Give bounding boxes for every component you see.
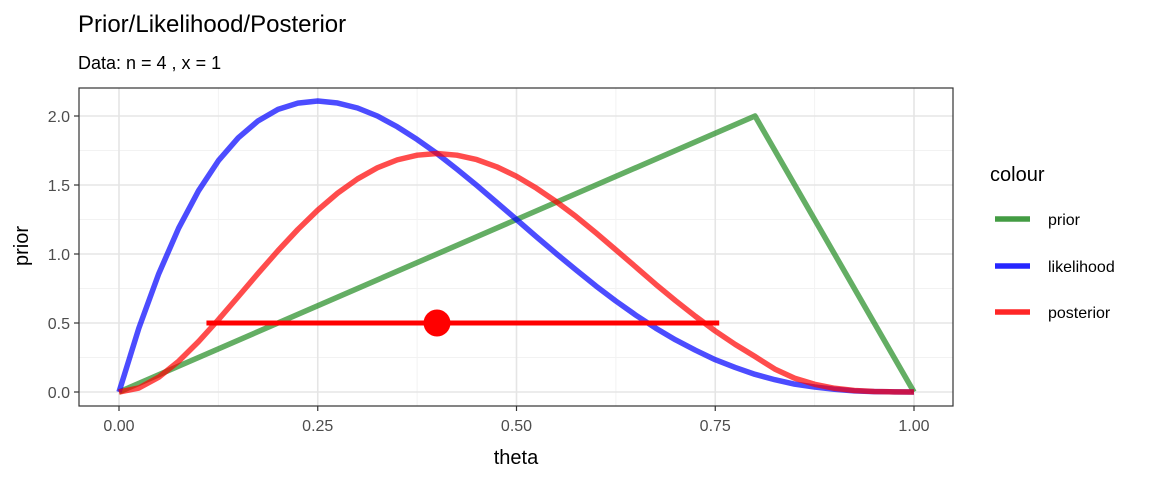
x-tick-label: 0.50 <box>501 418 532 435</box>
point-estimate <box>423 309 451 337</box>
y-tick-label: 0.0 <box>48 385 70 402</box>
legend-title: colour <box>990 164 1045 186</box>
x-axis-label: theta <box>494 447 539 469</box>
x-tick-label: 1.00 <box>898 418 929 435</box>
x-tick-label: 0.25 <box>302 418 333 435</box>
y-tick-label: 0.5 <box>48 316 70 333</box>
y-tick-label: 1.5 <box>48 178 70 195</box>
chart-title: Prior/Likelihood/Posterior <box>78 11 346 38</box>
legend-label-likelihood: likelihood <box>1048 259 1115 276</box>
chart-subtitle: Data: n = 4 , x = 1 <box>78 53 221 73</box>
legend: colour prior likelihood posterior <box>990 164 1115 322</box>
legend-label-posterior: posterior <box>1048 305 1111 322</box>
y-tick-label: 1.0 <box>48 247 70 264</box>
x-tick-label: 0.75 <box>700 418 731 435</box>
legend-label-prior: prior <box>1048 212 1081 229</box>
x-tick-label: 0.00 <box>103 418 134 435</box>
series-line-likelihood <box>116 98 915 395</box>
plot-area: 0.00 0.25 0.50 0.75 1.00 0.0 0.5 1.0 1.5 2.0 <box>48 87 954 435</box>
series-line-posterior <box>118 150 915 395</box>
y-tick-label: 2.0 <box>48 109 70 126</box>
series-line-prior <box>117 113 917 395</box>
y-axis-label: prior <box>11 226 33 266</box>
